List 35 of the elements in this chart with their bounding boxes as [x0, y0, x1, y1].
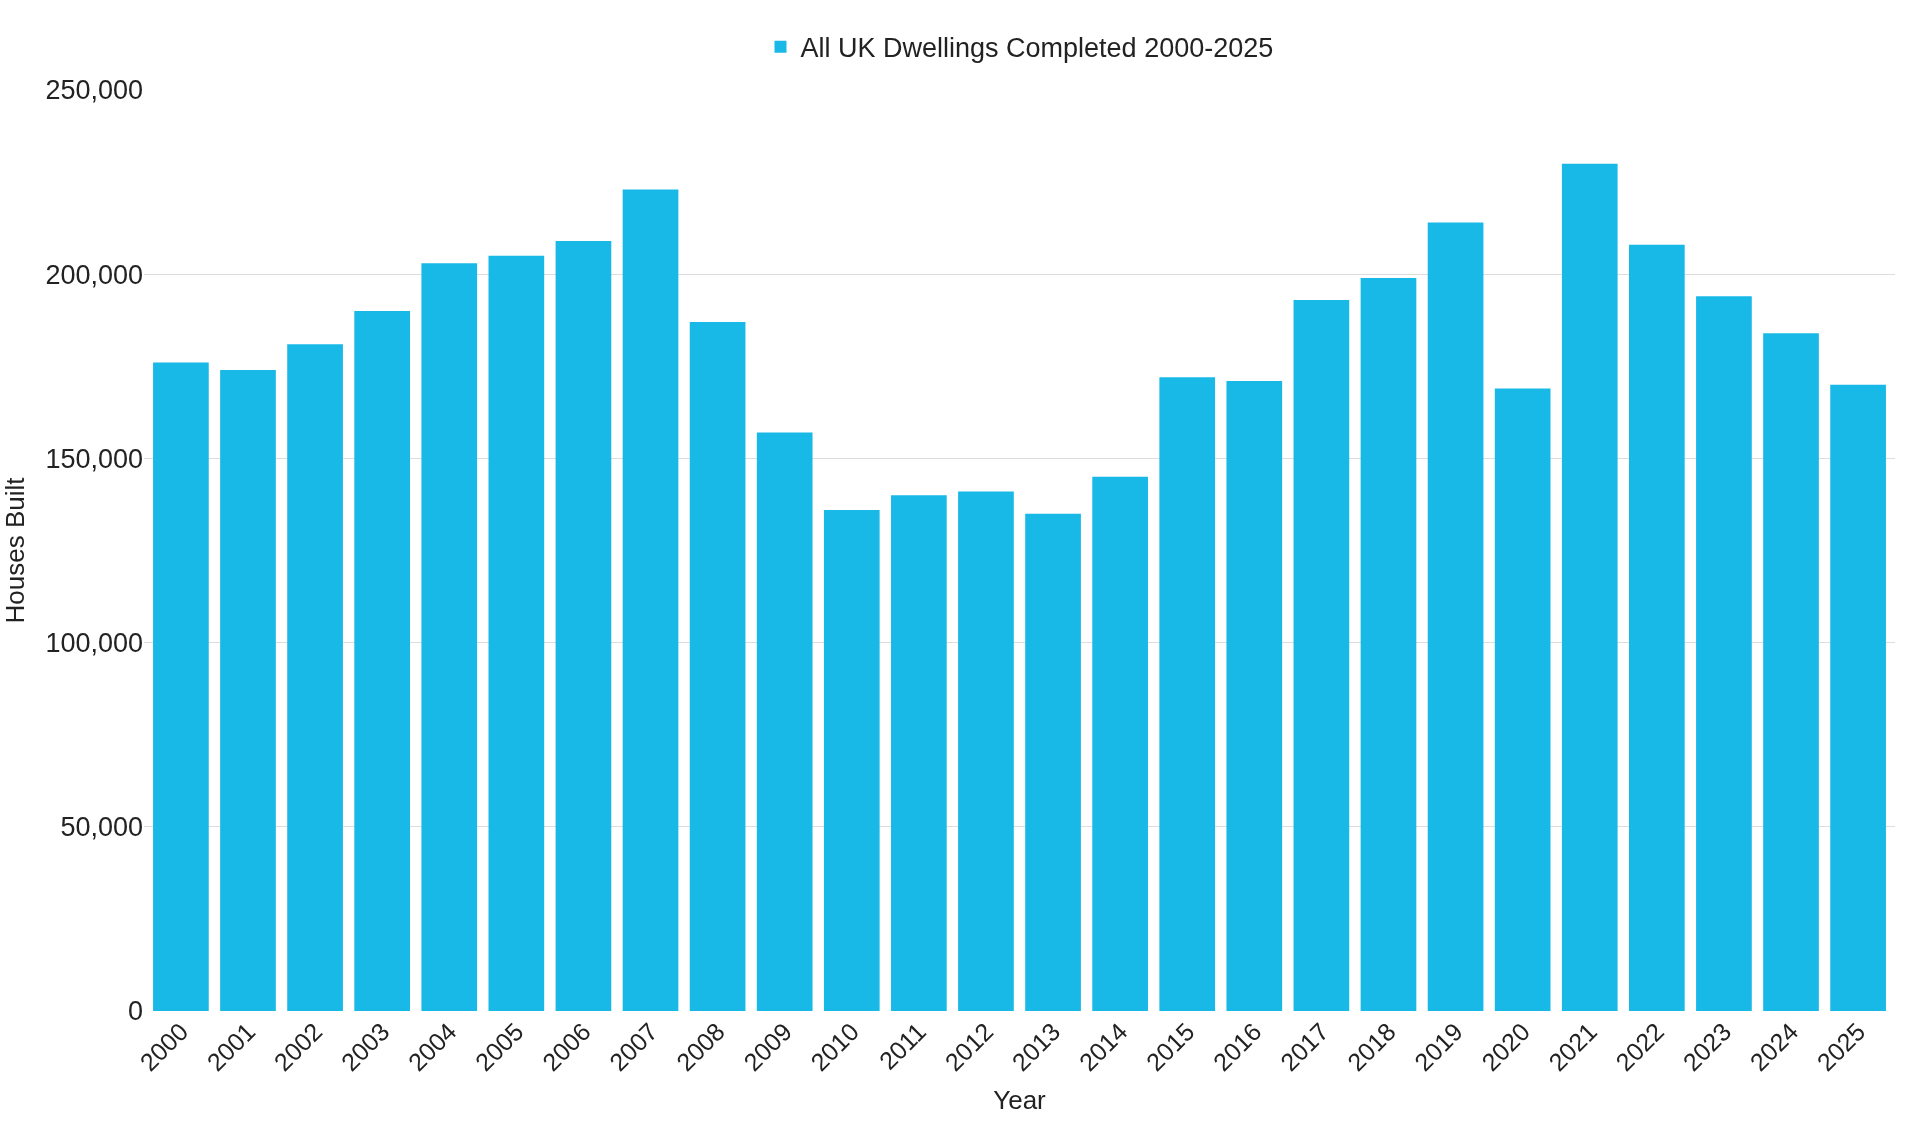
bar	[1360, 277, 1417, 1011]
bar	[622, 189, 679, 1011]
bar	[1696, 296, 1752, 1011]
bar	[756, 432, 813, 1011]
bar	[1092, 476, 1148, 1011]
bar	[1629, 244, 1685, 1011]
bar	[1561, 163, 1618, 1011]
bar	[1763, 333, 1819, 1011]
bar	[354, 311, 410, 1011]
y-tick-label: 150,000	[45, 443, 143, 474]
y-tick-label: 250,000	[45, 75, 143, 106]
bar	[1025, 513, 1081, 1011]
bar	[1159, 377, 1216, 1011]
bar	[555, 241, 612, 1011]
bar	[1494, 388, 1551, 1011]
y-axis-title: Houses Built	[0, 476, 30, 624]
bar	[891, 495, 947, 1011]
bar	[1427, 222, 1484, 1011]
bar	[1830, 384, 1886, 1011]
bar	[220, 369, 276, 1011]
y-tick-label: 200,000	[45, 259, 143, 290]
bar	[823, 509, 880, 1011]
bar	[689, 322, 746, 1011]
bar	[153, 362, 209, 1011]
legend-label: All UK Dwellings Completed 2000-2025	[800, 33, 1274, 64]
bar	[958, 491, 1014, 1011]
bar	[421, 263, 478, 1011]
bar	[1226, 381, 1283, 1011]
bar	[488, 255, 545, 1011]
bar	[287, 344, 343, 1011]
y-tick-label: 50,000	[60, 812, 143, 843]
x-axis-title: Year	[993, 1084, 1047, 1115]
bar	[1293, 299, 1350, 1011]
y-tick-label: 100,000	[45, 628, 143, 659]
y-tick-label: 0	[127, 996, 143, 1027]
